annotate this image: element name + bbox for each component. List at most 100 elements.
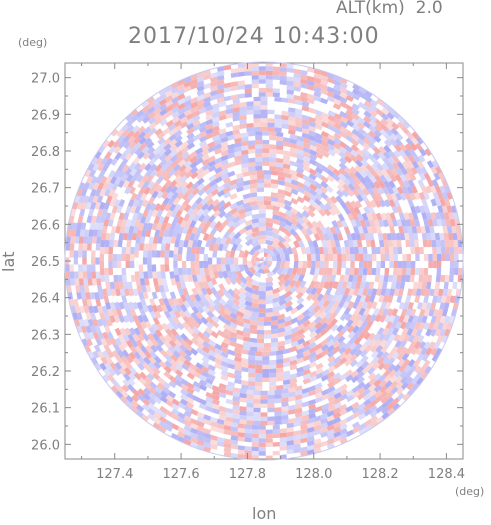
echo-cell bbox=[269, 351, 277, 356]
echo-cell bbox=[264, 347, 272, 352]
echo-cell bbox=[367, 261, 373, 269]
echo-cell bbox=[333, 137, 342, 145]
echo-cell bbox=[180, 146, 190, 154]
echo-cell bbox=[244, 437, 252, 443]
echo-cell bbox=[337, 213, 345, 222]
echo-cell bbox=[230, 430, 239, 437]
echo-cell bbox=[342, 183, 351, 192]
echo-cell bbox=[301, 105, 310, 112]
echo-cell bbox=[174, 134, 183, 143]
echo-cell bbox=[187, 300, 196, 309]
echo-cell bbox=[449, 246, 455, 255]
echo-cell bbox=[375, 192, 383, 202]
echo-cell bbox=[435, 274, 441, 283]
echo-cell bbox=[130, 399, 139, 408]
echo-cell bbox=[264, 248, 271, 254]
echo-cell bbox=[353, 206, 361, 215]
echo-cell bbox=[448, 274, 454, 283]
echo-cell bbox=[232, 216, 241, 224]
echo-cell bbox=[153, 396, 162, 405]
echo-cell bbox=[409, 239, 415, 248]
echo-cell bbox=[251, 279, 260, 287]
echo-cell bbox=[85, 325, 92, 334]
echo-cell bbox=[313, 429, 322, 436]
echo-cell bbox=[401, 327, 409, 336]
echo-cell bbox=[182, 267, 188, 276]
echo-cell bbox=[239, 123, 247, 130]
echo-cell bbox=[345, 319, 354, 328]
echo-cell bbox=[223, 442, 232, 449]
echo-cell bbox=[190, 408, 199, 416]
echo-cell bbox=[413, 359, 421, 368]
echo-cell bbox=[373, 219, 380, 228]
echo-cell bbox=[154, 310, 162, 319]
echo-cell bbox=[398, 288, 404, 297]
echo-cell bbox=[321, 349, 330, 357]
echo-cell bbox=[269, 131, 277, 137]
echo-cell bbox=[362, 246, 368, 255]
echo-cell bbox=[378, 294, 385, 303]
echo-cell bbox=[194, 317, 203, 326]
echo-cell bbox=[99, 267, 105, 276]
echo-cell bbox=[147, 402, 156, 411]
echo-cell bbox=[253, 403, 261, 408]
echo-cell bbox=[163, 148, 172, 157]
echo-cell bbox=[269, 144, 277, 150]
echo-cell bbox=[248, 385, 256, 391]
echo-cell bbox=[434, 212, 441, 220]
echo-cell bbox=[326, 424, 335, 431]
echo-cell bbox=[363, 331, 371, 341]
echo-cell bbox=[162, 297, 170, 307]
echo-cell bbox=[134, 250, 139, 258]
echo-cell bbox=[147, 106, 156, 114]
echo-cell bbox=[375, 344, 383, 354]
echo-cell bbox=[197, 299, 206, 308]
echo-cell bbox=[105, 175, 113, 185]
echo-cell bbox=[361, 366, 370, 375]
echo-cell bbox=[255, 386, 263, 391]
echo-cell bbox=[168, 375, 177, 384]
echo-cell bbox=[220, 173, 229, 181]
echo-cell bbox=[251, 83, 259, 89]
echo-cell bbox=[248, 131, 256, 137]
echo-cell bbox=[241, 145, 249, 151]
echo-cell bbox=[170, 354, 179, 362]
echo-cell bbox=[321, 393, 330, 401]
echo-cell bbox=[449, 261, 455, 269]
echo-cell bbox=[262, 161, 270, 166]
echo-cell bbox=[81, 338, 89, 347]
echo-cell bbox=[253, 390, 261, 396]
echo-cell bbox=[183, 424, 192, 432]
echo-cell bbox=[360, 158, 369, 167]
echo-cell bbox=[183, 85, 192, 93]
echo-cell bbox=[171, 96, 180, 104]
echo-cell bbox=[142, 180, 150, 189]
echo-cell bbox=[168, 380, 177, 389]
echo-cell bbox=[218, 303, 227, 312]
echo-cell bbox=[364, 199, 372, 209]
echo-cell bbox=[216, 427, 225, 434]
echo-cell bbox=[430, 347, 438, 356]
echo-cell bbox=[448, 239, 454, 248]
echo-cell bbox=[127, 333, 135, 342]
echo-cell bbox=[378, 146, 387, 155]
echo-cell bbox=[113, 274, 119, 283]
echo-cell bbox=[216, 92, 225, 99]
echo-cell bbox=[207, 257, 213, 265]
echo-cell bbox=[109, 232, 116, 241]
echo-cell bbox=[446, 205, 453, 214]
y-tick-label: 26.3 bbox=[31, 328, 60, 343]
echo-cell bbox=[140, 321, 148, 330]
echo-cell bbox=[246, 261, 253, 269]
echo-cell bbox=[223, 308, 232, 316]
echo-cell bbox=[146, 209, 154, 218]
echo-cell bbox=[284, 224, 293, 232]
echo-cell bbox=[333, 392, 342, 400]
echo-cell bbox=[122, 333, 130, 343]
echo-cell bbox=[235, 343, 244, 350]
echo-cell bbox=[156, 382, 165, 391]
echo-cell bbox=[368, 389, 377, 397]
echo-cell bbox=[234, 257, 239, 265]
echo-cell bbox=[445, 253, 450, 261]
echo-cell bbox=[308, 356, 318, 364]
